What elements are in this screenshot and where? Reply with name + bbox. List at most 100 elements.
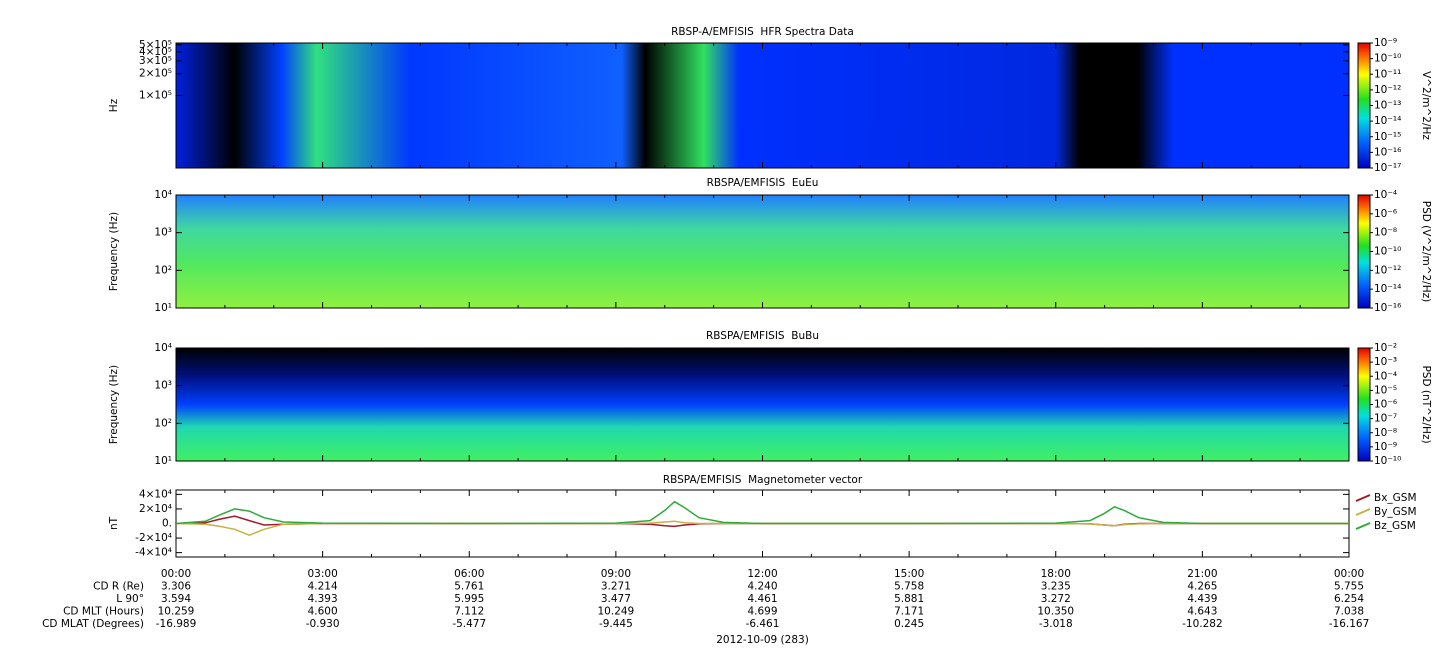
panel-title: RBSPA/EMFISIS EuEu	[707, 177, 819, 189]
ephemeris-value: 4.600	[308, 606, 338, 618]
ephemeris-value: 0.245	[894, 618, 924, 630]
y-tick-label: 1×10⁵	[139, 90, 172, 102]
ephemeris-label: CD MLT (Hours)	[63, 606, 144, 618]
data-line	[175, 500, 1349, 525]
plot-frame	[175, 194, 1350, 309]
ephemeris-label: L 90°	[116, 593, 144, 605]
ephemeris-label: CD MLAT (Degrees)	[42, 618, 144, 630]
ephemeris-value: 10.249	[598, 606, 635, 618]
legend-swatch	[1355, 494, 1371, 502]
y-tick-label: 10¹	[154, 302, 172, 314]
y-tick-label: -2×10⁴	[135, 532, 172, 544]
ephemeris-value: 5.755	[1334, 581, 1364, 593]
colorbar-tick-label: 10⁻¹⁴	[1374, 115, 1401, 127]
spectrogram-image	[176, 43, 1349, 168]
panel-title: RBSPA/EMFISIS Magnetometer vector	[663, 474, 863, 486]
ephemeris-value: 4.214	[308, 581, 338, 593]
ephemeris-value: 3.306	[161, 581, 191, 593]
ephemeris-value: -16.989	[156, 618, 197, 630]
colorbar-tick-label: 10⁻¹⁶	[1374, 302, 1401, 314]
y-tick-label: 10²	[154, 264, 172, 276]
y-tick-label: 4×10⁵	[139, 46, 172, 58]
colorbar	[1357, 194, 1371, 309]
panel-title: RBSP-A/EMFISIS HFR Spectra Data	[671, 26, 854, 38]
legend-label: Bx_GSM	[1374, 492, 1417, 504]
spectrogram-image	[176, 348, 1349, 461]
y-axis-label: Hz	[108, 98, 120, 112]
y-axis-label: Frequency (Hz)	[108, 212, 120, 291]
ephemeris-value: -10.282	[1182, 618, 1223, 630]
colorbar	[1357, 347, 1371, 462]
colorbar-tick-label: 10⁻¹¹	[1374, 68, 1401, 80]
x-tick-label: 06:00	[454, 568, 484, 580]
ephemeris-value: 3.477	[601, 593, 631, 605]
x-tick-label: 09:00	[601, 568, 631, 580]
y-tick-label: 10²	[154, 417, 172, 429]
y-tick-label: 3×10⁵	[139, 55, 172, 67]
colorbar-tick-label: 10⁻⁴	[1374, 189, 1397, 201]
x-axis-label: 2012-10-09 (283)	[716, 634, 809, 646]
colorbar-tick-label: 10⁻⁴	[1374, 370, 1397, 382]
ephemeris-value: 5.761	[454, 581, 484, 593]
ephemeris-value: 3.272	[1041, 593, 1071, 605]
colorbar-tick-label: 10⁻¹³	[1374, 100, 1401, 112]
ephemeris-label: CD R (Re)	[93, 581, 144, 593]
colorbar-tick-label: 10⁻²	[1374, 342, 1397, 354]
y-tick-label: 2×10⁴	[139, 503, 172, 515]
y-tick-label: 0.	[162, 518, 172, 530]
legend-label: Bz_GSM	[1374, 520, 1416, 532]
colorbar-tick-label: 10⁻⁵	[1374, 384, 1397, 396]
y-tick-label: 10¹	[154, 455, 172, 467]
ephemeris-value: -9.445	[599, 618, 633, 630]
ephemeris-value: -3.018	[1039, 618, 1073, 630]
y-tick-label: 5×10⁵	[139, 39, 172, 51]
ephemeris-value: 7.171	[894, 606, 924, 618]
ephemeris-value: 7.038	[1334, 606, 1364, 618]
colorbar-tick-label: 10⁻⁹	[1374, 37, 1397, 49]
y-axis-label: Frequency (Hz)	[108, 365, 120, 444]
ephemeris-value: 3.235	[1041, 581, 1071, 593]
colorbar-label: PSD (V^2/m^2/Hz)	[1420, 201, 1432, 302]
colorbar-tick-label: 10⁻¹²	[1374, 264, 1401, 276]
colorbar-tick-label: 10⁻⁸	[1374, 427, 1397, 439]
colorbar-tick-label: 10⁻¹⁶	[1374, 146, 1401, 158]
colorbar-tick-label: 10⁻⁷	[1374, 413, 1397, 425]
ephemeris-value: -0.930	[306, 618, 340, 630]
ephemeris-value: -5.477	[452, 618, 486, 630]
legend-swatch	[1355, 508, 1371, 516]
ephemeris-value: 3.594	[161, 593, 191, 605]
ephemeris-value: 10.350	[1037, 606, 1074, 618]
x-tick-label: 00:00	[1334, 568, 1364, 580]
data-line	[175, 520, 1349, 537]
x-tick-label: 12:00	[747, 568, 777, 580]
colorbar-tick-label: 10⁻⁸	[1374, 227, 1397, 239]
ephemeris-value: 10.259	[158, 606, 195, 618]
colorbar-tick-label: 10⁻¹⁴	[1374, 283, 1401, 295]
plot-frame	[175, 347, 1350, 462]
colorbar-label: V^2/m^2/Hz	[1420, 71, 1432, 140]
y-tick-label: 10³	[154, 380, 172, 392]
ephemeris-value: 3.271	[601, 581, 631, 593]
y-tick-label: 4×10⁴	[139, 488, 172, 500]
ephemeris-value: 4.643	[1187, 606, 1217, 618]
y-axis-label: nT	[108, 516, 120, 530]
y-tick-label: 10⁴	[154, 342, 172, 354]
colorbar-tick-label: 10⁻⁶	[1374, 399, 1397, 411]
colorbar-tick-label: 10⁻¹⁷	[1374, 162, 1401, 174]
colorbar-tick-label: 10⁻¹⁰	[1374, 53, 1401, 65]
colorbar-tick-label: 10⁻¹⁵	[1374, 131, 1401, 143]
ephemeris-value: 4.439	[1187, 593, 1217, 605]
ephemeris-value: 4.393	[308, 593, 338, 605]
x-tick-label: 18:00	[1041, 568, 1071, 580]
y-tick-label: 10⁴	[154, 189, 172, 201]
ephemeris-value: 4.240	[747, 581, 777, 593]
x-tick-label: 21:00	[1187, 568, 1217, 580]
legend-swatch	[1355, 522, 1371, 530]
ephemeris-value: 4.461	[747, 593, 777, 605]
colorbar	[1357, 42, 1371, 169]
y-tick-label: 10³	[154, 227, 172, 239]
colorbar-tick-label: 10⁻¹⁰	[1374, 455, 1401, 467]
ephemeris-value: -6.461	[746, 618, 780, 630]
y-tick-label: 2×10⁵	[139, 68, 172, 80]
